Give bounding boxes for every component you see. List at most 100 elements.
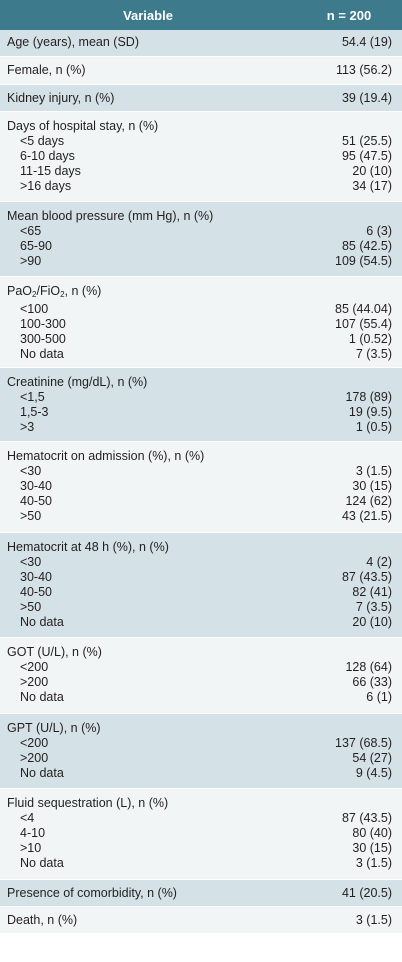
row-value: 82 (41)	[352, 585, 392, 599]
row-value	[300, 540, 402, 555]
row-label: <30	[20, 555, 42, 569]
row-label: Death, n (%)	[7, 913, 78, 927]
row-value: 124 (62)	[345, 494, 392, 508]
row-value	[300, 645, 402, 660]
row-label: <1,5	[20, 390, 45, 404]
label-part: /FiO	[36, 284, 61, 298]
row-value: 3 (1.5)	[355, 464, 392, 478]
row-value: 1 (0.52)	[348, 332, 392, 346]
row-label: >90	[20, 254, 42, 268]
table-row: >200 54 (27)	[0, 751, 402, 766]
table-group: Hematocrit at 48 h (%), n (%) <30 4 (2) 30-…	[0, 533, 402, 638]
row-value: 87 (43.5)	[341, 570, 392, 584]
row-label: 1,5-3	[20, 405, 49, 419]
table-row: <30 3 (1.5)	[0, 464, 402, 479]
row-value: 30 (15)	[352, 479, 392, 493]
row-label: <30	[20, 464, 42, 478]
table-row: >200 66 (33)	[0, 675, 402, 690]
row-value: 80 (40)	[352, 826, 392, 840]
header-n: n = 200	[326, 7, 372, 23]
row-label: Female, n (%)	[7, 63, 86, 77]
row-value: 9 (4.5)	[355, 766, 392, 780]
row-label: <65	[20, 224, 42, 238]
row-value	[300, 284, 402, 302]
row-value	[300, 449, 402, 464]
row-value: 3 (1.5)	[355, 913, 392, 927]
table-row: <4 87 (43.5)	[0, 811, 402, 826]
table-row: 30-40 87 (43.5)	[0, 570, 402, 585]
table-row: >10 30 (15)	[0, 841, 402, 856]
row-label: 100-300	[20, 317, 66, 331]
row-label: >10	[20, 841, 42, 855]
row-label: 6-10 days	[20, 149, 75, 163]
row-value: 66 (33)	[352, 675, 392, 689]
row-label: Creatinine (mg/dL), n (%)	[7, 375, 148, 389]
table-group: Presence of comorbidity, n (%) 41 (20.5)	[0, 880, 402, 907]
table-row: 40-50 124 (62)	[0, 494, 402, 509]
row-label: >3	[20, 420, 35, 434]
table-row: <30 4 (2)	[0, 555, 402, 570]
row-value: 20 (10)	[352, 164, 392, 178]
row-value: 128 (64)	[345, 660, 392, 674]
row-value: 85 (44.04)	[335, 302, 392, 316]
row-label: <200	[20, 660, 49, 674]
table-row: Fluid sequestration (L), n (%)	[0, 796, 402, 811]
table-row: PaO2/FiO2, n (%)	[0, 284, 402, 302]
table-row: Female, n (%) 113 (56.2)	[0, 63, 402, 78]
table-row: 4-10 80 (40)	[0, 826, 402, 841]
row-value: 6 (3)	[366, 224, 392, 238]
table-row: >16 days 34 (17)	[0, 179, 402, 194]
table-row: Age (years), mean (SD) 54.4 (19)	[0, 35, 402, 50]
table-row: Death, n (%) 3 (1.5)	[0, 913, 402, 928]
table-row: Creatinine (mg/dL), n (%)	[0, 375, 402, 390]
row-label: >200	[20, 751, 49, 765]
table-row: <5 days 51 (25.5)	[0, 134, 402, 149]
row-label: >50	[20, 600, 42, 614]
row-label: 30-40	[20, 479, 52, 493]
table-row: 100-300 107 (55.4)	[0, 317, 402, 332]
table-row: 30-40 30 (15)	[0, 479, 402, 494]
table-row: Hematocrit on admission (%), n (%)	[0, 449, 402, 464]
table-group: GPT (U/L), n (%) <200 137 (68.5) >200 54 (27…	[0, 714, 402, 789]
table-row: >50 7 (3.5)	[0, 600, 402, 615]
table-row: No data 20 (10)	[0, 615, 402, 630]
table-group: Kidney injury, n (%) 39 (19.4)	[0, 85, 402, 112]
row-value: 7 (3.5)	[355, 347, 392, 361]
table-row: <200 128 (64)	[0, 660, 402, 675]
row-value: 51 (25.5)	[341, 134, 392, 148]
row-value: 34 (17)	[352, 179, 392, 193]
row-label: 300-500	[20, 332, 66, 346]
table-row: 65-90 85 (42.5)	[0, 239, 402, 254]
table-row: >50 43 (21.5)	[0, 509, 402, 524]
row-value: 20 (10)	[352, 615, 392, 629]
row-value	[300, 119, 402, 134]
table-row: <200 137 (68.5)	[0, 736, 402, 751]
table-row: GOT (U/L), n (%)	[0, 645, 402, 660]
row-value: 41 (20.5)	[341, 886, 392, 900]
table-row: Days of hospital stay, n (%)	[0, 119, 402, 134]
row-value: 1 (0.5)	[355, 420, 392, 434]
table-row: >90 109 (54.5)	[0, 254, 402, 269]
row-value: 85 (42.5)	[341, 239, 392, 253]
row-value	[300, 796, 402, 811]
table-group: Female, n (%) 113 (56.2)	[0, 57, 402, 85]
table-group: Mean blood pressure (mm Hg), n (%) <65 6 (…	[0, 202, 402, 277]
row-label: GOT (U/L), n (%)	[7, 645, 102, 659]
row-label: Kidney injury, n (%)	[7, 91, 115, 105]
row-label: Fluid sequestration (L), n (%)	[7, 796, 169, 810]
row-value: 107 (55.4)	[335, 317, 392, 331]
row-label: 40-50	[20, 585, 52, 599]
row-label: PaO2/FiO2, n (%)	[0, 284, 300, 302]
row-label: No data	[20, 856, 64, 870]
label-part: , n (%)	[64, 284, 102, 298]
row-value: 7 (3.5)	[355, 600, 392, 614]
table-row: <65 6 (3)	[0, 224, 402, 239]
table-row: 40-50 82 (41)	[0, 585, 402, 600]
row-label: GPT (U/L), n (%)	[7, 721, 101, 735]
label-part: PaO	[7, 284, 33, 298]
table-row: Hematocrit at 48 h (%), n (%)	[0, 540, 402, 555]
row-value: 54 (27)	[352, 751, 392, 765]
table-header: Variable n = 200	[0, 0, 402, 30]
table-group: Fluid sequestration (L), n (%) <4 87 (43.5…	[0, 789, 402, 880]
row-label: <4	[20, 811, 35, 825]
